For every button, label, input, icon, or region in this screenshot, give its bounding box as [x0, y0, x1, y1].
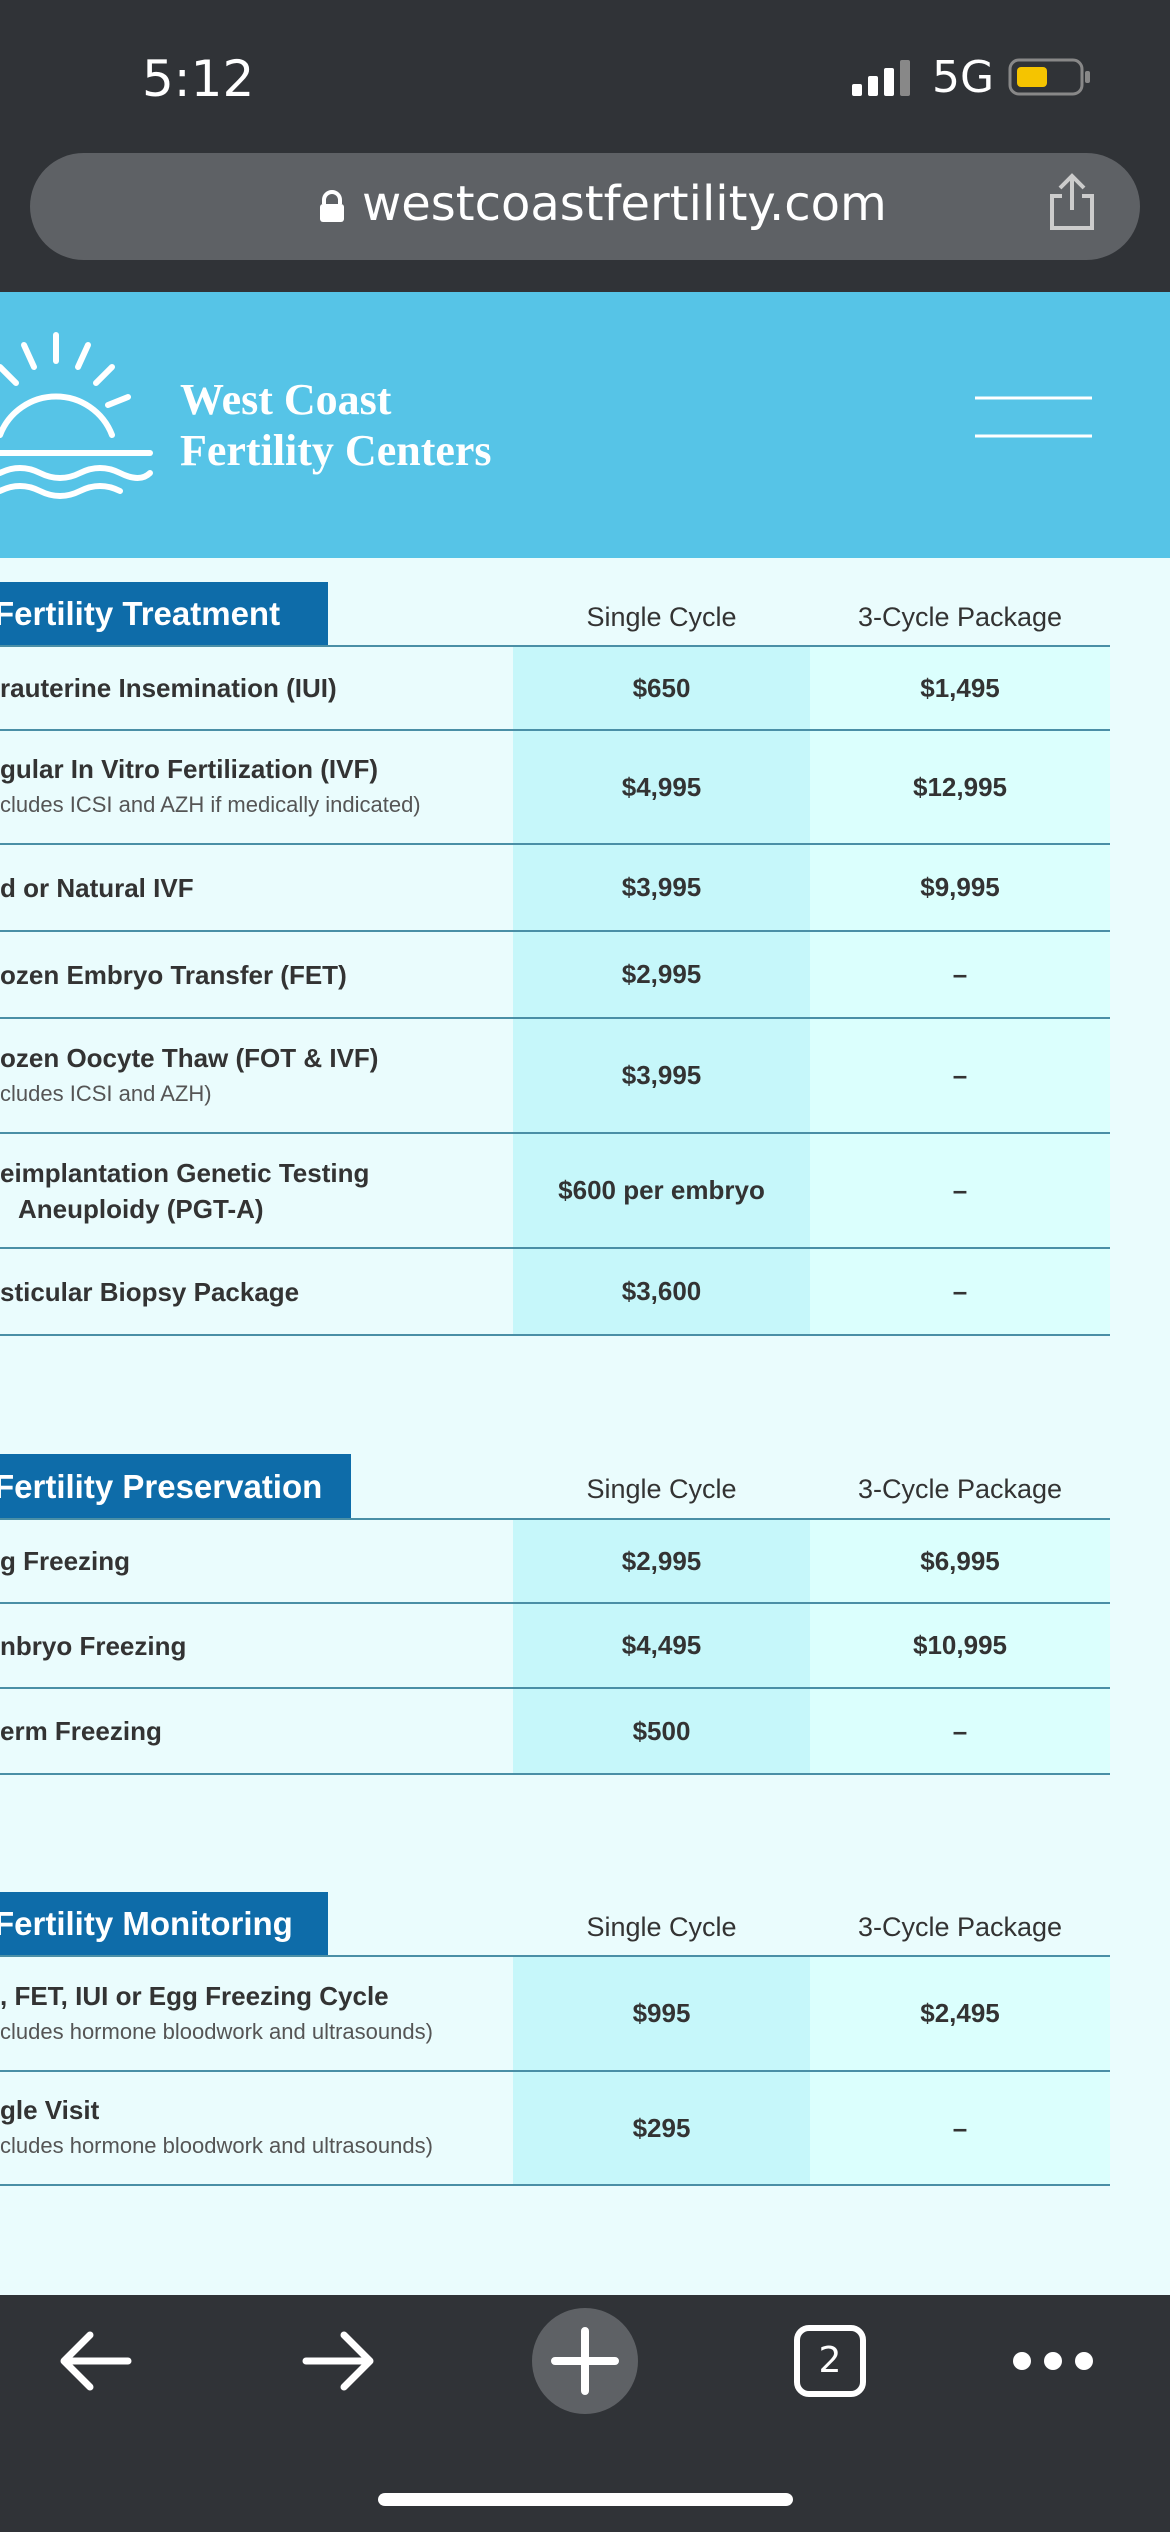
- row-label: nbryo Freezing: [0, 1630, 187, 1661]
- column-header: Single Cycle: [586, 1912, 737, 1942]
- package-price: $1,495: [920, 673, 1000, 703]
- row-label: erm Freezing: [0, 1716, 162, 1746]
- url-bar[interactable]: [30, 153, 1140, 260]
- row-divider: [0, 645, 1110, 647]
- row-label: eimplantation Genetic Testing: [0, 1157, 370, 1188]
- section-title-box: [0, 1454, 351, 1519]
- single-column-bg: [513, 646, 810, 1335]
- single-price: $4,495: [621, 1630, 702, 1660]
- package-price: $6,995: [920, 1546, 1000, 1576]
- single-column-bg: [513, 1519, 810, 1774]
- row-divider: [0, 930, 1110, 932]
- package-price: $10,995: [913, 1630, 1007, 1660]
- single-price: $3,995: [621, 1060, 702, 1090]
- status-time: 5:12: [142, 50, 255, 108]
- row-label: sticular Biopsy Package: [0, 1276, 300, 1307]
- package-price: –: [952, 1716, 968, 1746]
- package-price: $12,995: [913, 772, 1007, 802]
- network-type: 5G: [932, 52, 995, 103]
- package-column-bg: [810, 646, 1110, 1335]
- more-button[interactable]: [1013, 2352, 1093, 2370]
- row-divider: [0, 1334, 1110, 1336]
- column-header: Single Cycle: [586, 602, 737, 632]
- battery-icon: [1008, 58, 1090, 96]
- single-price: $650: [632, 673, 691, 703]
- package-price: –: [952, 1175, 968, 1205]
- row-note: cludes hormone bloodwork and ultrasounds…: [0, 2018, 433, 2044]
- row-divider: [0, 1773, 1110, 1775]
- sun-logo: [0, 332, 153, 499]
- row-label: gle Visit: [0, 2095, 100, 2125]
- column-header: 3-Cycle Package: [857, 1474, 1063, 1504]
- site-header: [0, 292, 1170, 558]
- section-title: Fertility Preservation: [0, 1468, 323, 1505]
- row-label: rauterine Insemination (IUI): [0, 673, 337, 703]
- row-label: , FET, IUI or Egg Freezing Cycle: [0, 1980, 389, 2011]
- package-price: $9,995: [920, 872, 1000, 902]
- home-indicator: [378, 2493, 793, 2506]
- row-divider: [0, 729, 1110, 731]
- row-divider: [0, 1017, 1110, 1019]
- row-divider: [0, 1518, 1110, 1520]
- tab-count: 2: [818, 2340, 842, 2381]
- package-price: $2,495: [920, 1998, 1000, 2028]
- row-label: Aneuploidy (PGT-A): [18, 1193, 264, 1224]
- column-header: Single Cycle: [586, 1474, 737, 1504]
- back-button[interactable]: [60, 2331, 132, 2391]
- share-button[interactable]: [1044, 170, 1100, 234]
- section-title: Fertility Treatment: [0, 595, 281, 632]
- row-label: d or Natural IVF: [0, 872, 194, 903]
- menu-button[interactable]: [970, 390, 1100, 446]
- row-divider: [0, 1955, 1110, 1957]
- row-note: cludes ICSI and AZH): [0, 1080, 212, 1106]
- single-price: $4,995: [621, 772, 702, 802]
- row-divider: [0, 1247, 1110, 1249]
- row-label: g Freezing: [0, 1546, 131, 1576]
- single-price: $2,995: [621, 959, 702, 989]
- package-price: –: [952, 1276, 968, 1306]
- logo-line: West Coast: [180, 375, 392, 424]
- toolbar-icons: [60, 2308, 1093, 2506]
- package-price: –: [952, 1060, 968, 1090]
- tabs-button[interactable]: [794, 2325, 866, 2397]
- row-note: cludes ICSI and AZH if medically indicat…: [0, 792, 421, 817]
- package-price: –: [952, 2113, 968, 2143]
- section-title: Fertility Monitoring: [0, 1905, 293, 1942]
- new-tab-button[interactable]: [532, 2308, 638, 2414]
- row-divider: [0, 2184, 1110, 2186]
- signal-icon: [852, 60, 910, 96]
- single-price: $500: [632, 1716, 691, 1746]
- single-price: $3,600: [621, 1276, 702, 1306]
- row-divider: [0, 1687, 1110, 1689]
- row-label: gular In Vitro Fertilization (IVF): [0, 754, 378, 784]
- logo-line: Fertility Centers: [180, 426, 492, 475]
- forward-button[interactable]: [302, 2331, 374, 2391]
- single-price: $295: [632, 2113, 691, 2143]
- row-divider: [0, 2070, 1110, 2072]
- row-label: ozen Oocyte Thaw (FOT & IVF): [0, 1042, 379, 1073]
- row-divider: [0, 1602, 1110, 1604]
- section-title-box: [0, 582, 328, 646]
- column-header: 3-Cycle Package: [857, 1912, 1063, 1942]
- row-divider: [0, 1132, 1110, 1134]
- package-price: –: [952, 959, 968, 989]
- section-title-box: [0, 1892, 328, 1956]
- row-divider: [0, 843, 1110, 845]
- row-note: cludes hormone bloodwork and ultrasounds…: [0, 2133, 433, 2158]
- single-price: $995: [632, 1998, 691, 2028]
- column-header: 3-Cycle Package: [857, 602, 1063, 632]
- single-price: $600 per embryo: [558, 1175, 765, 1205]
- package-column-bg: [810, 1519, 1110, 1774]
- lock-icon: [320, 190, 344, 222]
- url-text: westcoastfertility.com: [362, 176, 887, 232]
- row-label: ozen Embryo Transfer (FET): [0, 959, 347, 990]
- single-price: $2,995: [621, 1546, 702, 1576]
- single-price: $3,995: [621, 872, 702, 902]
